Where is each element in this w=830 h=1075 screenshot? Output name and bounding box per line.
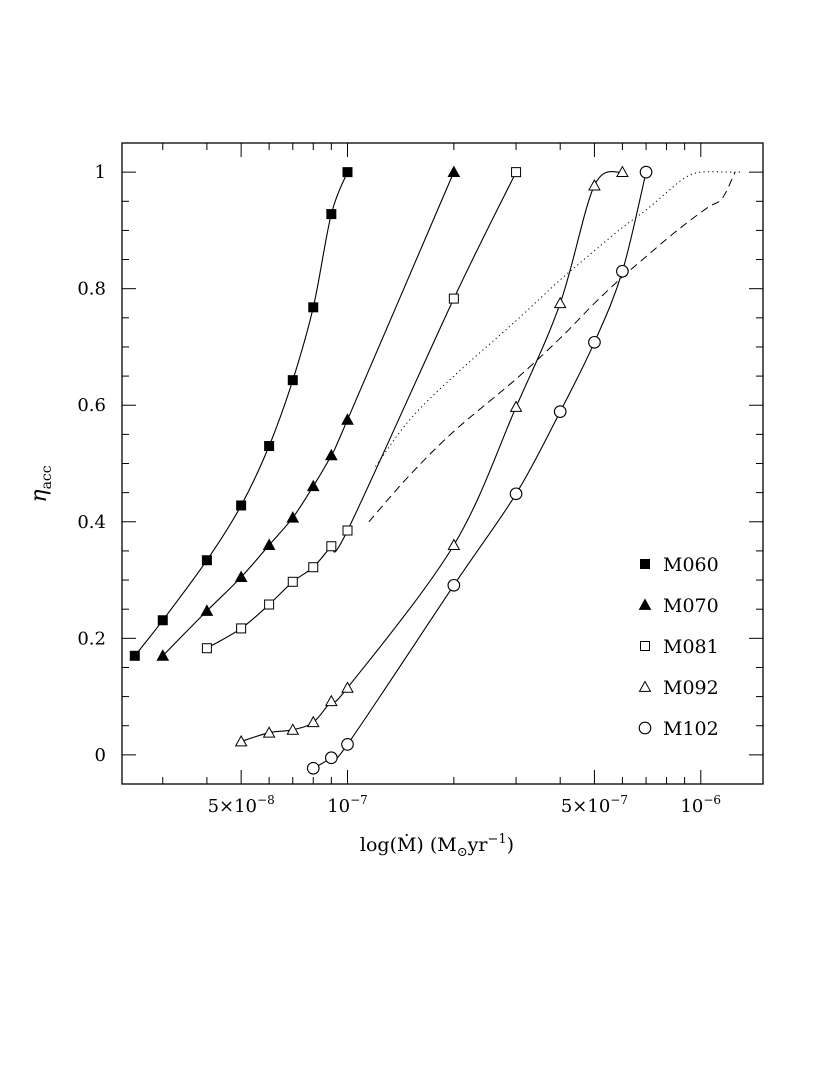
point-m092 [286, 723, 300, 735]
y-axis-label: ηacc [27, 465, 55, 502]
dotted-line [375, 171, 741, 467]
curve-m102 [313, 171, 647, 769]
tick-labels: 0 0.2 0.4 0.6 0.8 1 5×10−8 10−7 5×10−7 10−6 [77, 162, 721, 817]
y-tick-label: 0.8 [77, 279, 106, 300]
point-m102 [324, 751, 338, 765]
legend-marker-m081 [640, 641, 650, 651]
point-m102 [639, 165, 653, 179]
point-m060 [264, 441, 275, 452]
point-m070 [200, 604, 214, 616]
point-m092 [324, 694, 338, 707]
legend-marker-m102 [638, 721, 652, 735]
point-m092 [553, 296, 567, 309]
y-tick-label: 0.4 [77, 512, 106, 533]
point-m060 [201, 555, 212, 566]
point-m092 [588, 179, 601, 191]
point-m081 [326, 541, 337, 552]
point-m092 [234, 734, 248, 747]
legend-label: M092 [663, 677, 719, 699]
fit-curves [134, 170, 647, 769]
point-m092 [509, 400, 523, 412]
y-tick-label: 0.6 [77, 395, 106, 416]
point-m070 [234, 570, 248, 583]
point-m081 [511, 167, 522, 178]
point-m081 [236, 623, 247, 634]
point-m102 [588, 335, 601, 349]
point-m060 [326, 209, 337, 220]
point-m070 [447, 165, 461, 178]
legend: M060 M070 M081 M092 M102 [638, 554, 719, 740]
point-m081 [308, 562, 319, 573]
y-tick-label: 0 [95, 745, 106, 766]
legend-label: M060 [663, 554, 719, 576]
point-m060 [287, 375, 298, 386]
point-m102 [447, 578, 461, 592]
point-m092 [306, 715, 320, 728]
point-m102 [509, 487, 523, 501]
point-m092 [616, 165, 629, 178]
legend-marker-m092 [638, 680, 652, 692]
point-m092 [447, 538, 461, 550]
curve-m070 [162, 171, 455, 657]
curve-m060 [134, 171, 349, 657]
legend-label: M070 [663, 595, 719, 617]
dashed-line [368, 171, 736, 523]
point-m102 [553, 405, 567, 418]
point-m060 [308, 302, 319, 313]
point-m070 [156, 649, 170, 661]
point-m081 [287, 576, 298, 587]
legend-marker-m070 [638, 598, 652, 610]
data-points [129, 165, 653, 775]
curve-m081 [206, 171, 517, 649]
point-m081 [264, 599, 275, 610]
point-m102 [341, 738, 354, 751]
curve-m092 [240, 170, 623, 743]
point-m070 [306, 479, 320, 492]
point-m060 [129, 650, 140, 661]
legend-label: M102 [663, 718, 719, 740]
reference-lines [368, 171, 741, 523]
point-m092 [341, 681, 354, 693]
legend-marker-m060 [640, 559, 650, 569]
x-axis-label: log(Ṁ) (M⊙yr−1) [360, 832, 514, 860]
x-tick-label: 5×10−7 [561, 793, 628, 817]
point-m102 [616, 264, 629, 278]
point-m092 [262, 726, 276, 738]
point-m070 [324, 448, 338, 461]
x-tick-label: 10−7 [327, 793, 368, 817]
point-m060 [236, 500, 247, 511]
y-tick-label: 1 [95, 162, 106, 183]
axis-ticks [122, 142, 763, 785]
point-m060 [342, 167, 353, 178]
x-tick-label: 10−6 [680, 793, 721, 817]
point-m060 [157, 615, 168, 626]
point-m081 [342, 525, 353, 536]
legend-label: M081 [663, 636, 719, 658]
point-m070 [286, 511, 300, 523]
y-tick-label: 0.2 [77, 628, 106, 649]
point-m102 [306, 761, 320, 775]
point-m081 [201, 643, 212, 654]
point-m081 [448, 293, 459, 304]
x-tick-label: 5×10−8 [208, 793, 275, 817]
point-m070 [262, 538, 276, 550]
point-m070 [341, 413, 354, 425]
